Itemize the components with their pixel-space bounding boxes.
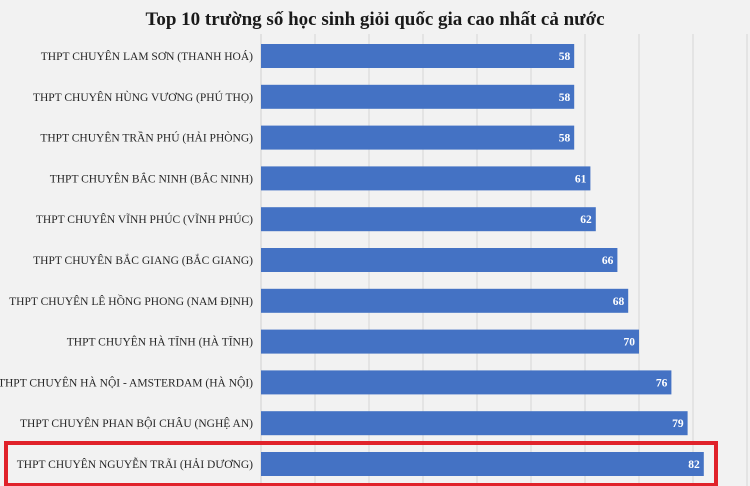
value-labels: 58 58 58 61 62 66 68 70 76 79 82	[559, 51, 700, 471]
category-label: THPT CHUYÊN HÀ TĨNH (HÀ TĨNH)	[67, 335, 253, 349]
category-label: THPT CHUYÊN HÀ NỘI - AMSTERDAM (HÀ NỘI)	[0, 375, 253, 389]
category-label: THPT CHUYÊN TRẦN PHÚ (HẢI PHÒNG)	[40, 130, 253, 145]
bar	[261, 329, 639, 354]
chart-title: Top 10 trường số học sinh giỏi quốc gia …	[145, 9, 604, 30]
data-label: 70	[624, 337, 636, 349]
bar	[261, 370, 672, 395]
category-label: THPT CHUYÊN BẮC GIANG (BẮC GIANG)	[33, 252, 253, 267]
bar	[261, 125, 575, 150]
category-label: THPT CHUYÊN NGUYỄN TRÃI (HẢI DƯƠNG)	[17, 456, 253, 471]
category-label: THPT CHUYÊN LAM SƠN (THANH HOÁ)	[41, 49, 253, 63]
category-label: THPT CHUYÊN LÊ HỒNG PHONG (NAM ĐỊNH)	[9, 293, 253, 308]
bars	[261, 44, 704, 476]
category-label: THPT CHUYÊN PHAN BỘI CHÂU (NGHỆ AN)	[20, 416, 253, 430]
category-label: THPT CHUYÊN HÙNG VƯƠNG (PHÚ THỌ)	[33, 90, 253, 104]
data-label: 68	[613, 296, 625, 308]
data-label: 58	[559, 133, 571, 145]
data-label: 79	[672, 418, 684, 430]
data-label: 82	[688, 459, 700, 471]
bar	[261, 44, 575, 68]
data-label: 58	[559, 51, 571, 63]
bar	[261, 411, 688, 436]
data-label: 76	[656, 377, 668, 389]
bar	[261, 452, 704, 476]
data-label: 61	[575, 173, 587, 185]
bar	[261, 248, 618, 272]
data-label: 62	[580, 214, 592, 226]
category-labels: THPT CHUYÊN LAM SƠN (THANH HOÁ) THPT CHUY…	[0, 49, 253, 471]
bar	[261, 207, 596, 232]
highlight-box	[4, 441, 718, 486]
category-label: THPT CHUYÊN BẮC NINH (BẮC NINH)	[50, 170, 253, 185]
category-label: THPT CHUYÊN VĨNH PHÚC (VĨNH PHÚC)	[36, 212, 253, 226]
bar	[261, 84, 575, 109]
bar	[261, 288, 629, 313]
data-label: 58	[559, 92, 571, 104]
bar	[261, 166, 591, 191]
data-label: 66	[602, 255, 614, 267]
